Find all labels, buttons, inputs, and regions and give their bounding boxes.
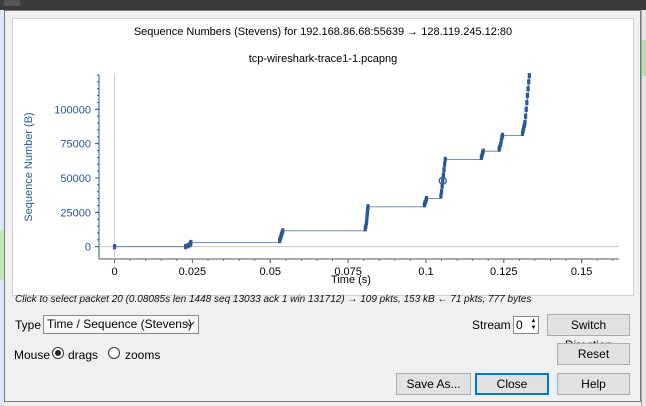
data-point <box>365 209 370 215</box>
y-tick-label: 25000 <box>60 207 91 219</box>
help-button[interactable]: Help <box>557 373 630 395</box>
zooms-radio[interactable] <box>108 347 120 359</box>
graph-type-value: Time / Sequence (Stevens) <box>47 317 192 331</box>
data-point <box>527 79 531 85</box>
data-point <box>520 130 525 136</box>
chart-axes: 0 0.025 0.05 0.075 0.1 0.125 0.15 0 25000 50000 75… <box>54 74 619 278</box>
y-tick-label: 75000 <box>60 139 91 151</box>
data-point <box>500 132 505 139</box>
data-point <box>442 167 446 173</box>
graph-subtitle: tcp-wireshark-trace1-1.pcapng <box>249 53 398 65</box>
data-point <box>441 172 445 178</box>
data-point <box>183 244 188 250</box>
y-tick-label: 100000 <box>54 104 91 116</box>
sequence-graph[interactable]: Sequence Numbers (Stevens) for 192.168.8… <box>13 19 633 295</box>
spin-down-icon[interactable]: ▼ <box>530 325 537 331</box>
data-point <box>524 106 528 112</box>
stream-spinbox[interactable]: 0 ▲ ▼ <box>513 316 539 334</box>
x-axis-label: Time (s) <box>331 274 371 286</box>
data-point <box>443 161 447 167</box>
data-point <box>186 243 190 249</box>
data-point <box>364 220 369 226</box>
data-point <box>499 141 503 147</box>
data-point <box>499 138 503 144</box>
data-point <box>526 86 530 92</box>
background-highlight <box>642 40 646 76</box>
data-point <box>522 122 526 128</box>
window-icon <box>4 0 20 6</box>
y-axis-label: Sequence Number (B) <box>23 112 35 221</box>
background-left-strip <box>0 10 4 406</box>
x-tick-label: 0.05 <box>260 266 281 278</box>
data-point <box>364 223 368 229</box>
x-tick-label: 0.125 <box>490 266 518 278</box>
x-tick-label: 0.075 <box>334 266 362 278</box>
save-as-button[interactable]: Save As... <box>396 373 471 395</box>
switch-direction-button[interactable]: Switch Direction <box>547 314 630 352</box>
graph-title: Sequence Numbers (Stevens) for 192.168.8… <box>134 26 512 38</box>
background-window-titlebar <box>0 0 646 10</box>
data-point <box>365 213 369 219</box>
data-point <box>443 156 447 163</box>
data-point <box>439 193 443 199</box>
close-button[interactable]: Close <box>475 373 549 395</box>
selected-packet-marker <box>438 176 447 185</box>
zooms-label: zooms <box>125 348 161 362</box>
data-point <box>112 244 117 250</box>
data-point <box>440 183 444 189</box>
drags-radio[interactable] <box>52 347 64 359</box>
y-tick-label: 50000 <box>60 173 91 185</box>
tcp-stream-graph-dialog: Sequence Numbers (Stevens) for 192.168.8… <box>4 10 641 402</box>
sequence-step-line <box>114 75 530 248</box>
status-hint: Click to select packet 20 (0.08085s len … <box>15 294 532 305</box>
type-label: Type <box>15 318 42 332</box>
data-point <box>281 228 285 234</box>
mouse-label: Mouse <box>14 348 51 362</box>
data-point <box>525 92 530 99</box>
data-point <box>523 119 527 125</box>
spin-up-icon[interactable]: ▲ <box>530 318 537 324</box>
background-right-strip <box>641 10 646 406</box>
data-point <box>189 239 193 246</box>
data-point <box>365 216 369 222</box>
y-tick-label: 0 <box>85 242 91 254</box>
data-point <box>523 113 528 119</box>
data-point <box>424 195 429 202</box>
x-tick-label: 0.025 <box>179 266 207 278</box>
data-point <box>366 204 370 210</box>
data-point <box>481 148 485 154</box>
x-tick-label: 0 <box>112 266 118 278</box>
data-point <box>527 73 531 79</box>
chevron-down-icon <box>185 321 195 327</box>
reset-button[interactable]: Reset <box>557 343 630 365</box>
data-point <box>439 189 444 195</box>
data-point <box>522 125 526 131</box>
stream-value: 0 <box>516 318 523 332</box>
graph-panel[interactable]: Sequence Numbers (Stevens) for 192.168.8… <box>12 18 634 296</box>
data-point <box>525 99 529 106</box>
data-point <box>521 128 525 134</box>
data-point <box>363 226 367 232</box>
stream-label: Stream <box>472 318 511 332</box>
x-tick-label: 0.1 <box>418 266 433 278</box>
data-point <box>498 144 502 150</box>
drags-label: drags <box>68 348 99 362</box>
chart-series <box>112 73 531 250</box>
x-tick-label: 0.15 <box>571 266 592 278</box>
background-highlight <box>0 230 4 280</box>
data-point <box>441 178 445 184</box>
graph-type-select[interactable]: Time / Sequence (Stevens) <box>43 315 199 334</box>
